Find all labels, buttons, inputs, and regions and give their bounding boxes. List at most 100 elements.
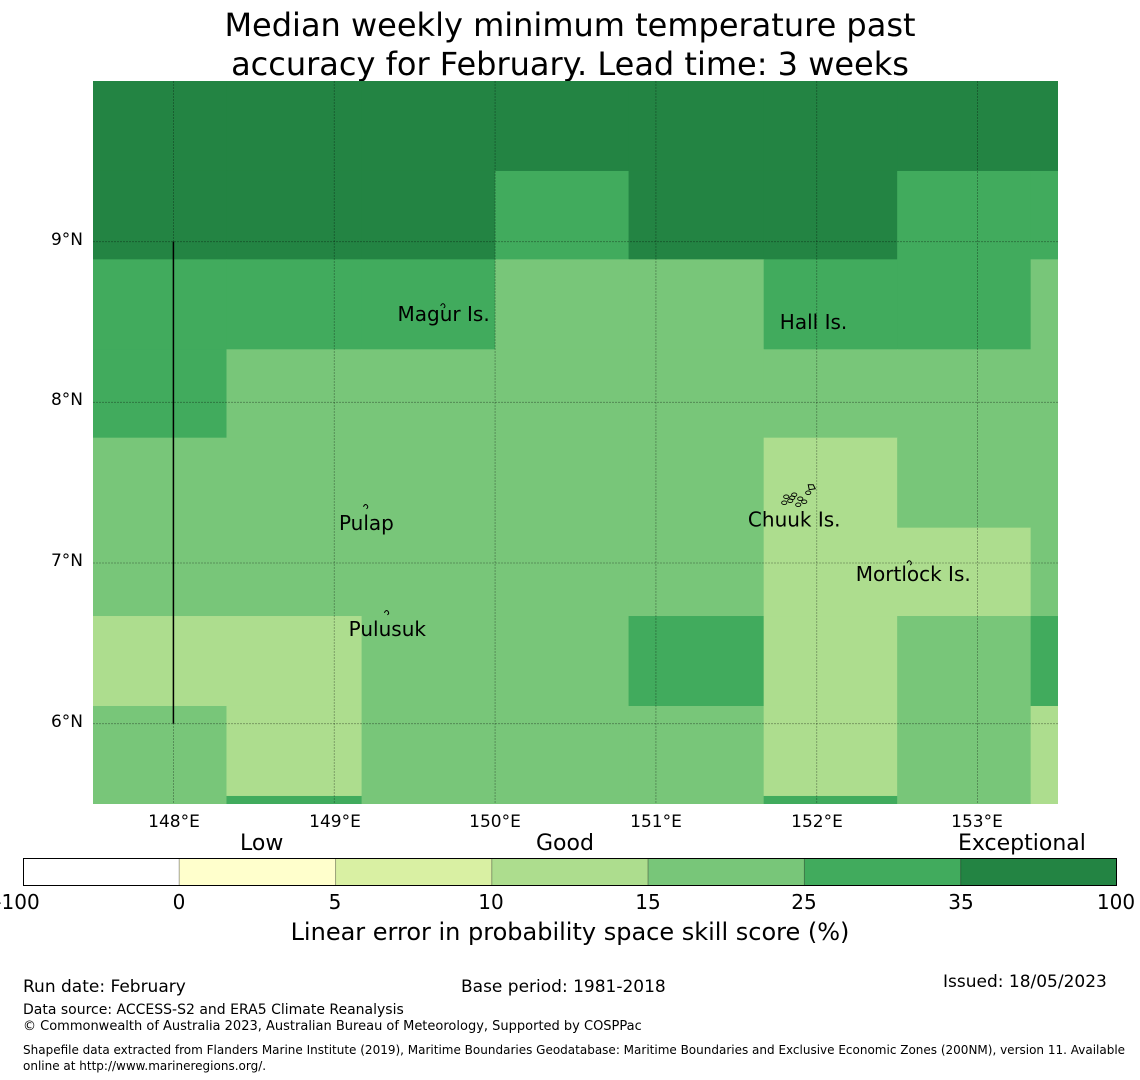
skill-cell — [93, 616, 228, 707]
skill-cell — [897, 616, 1032, 707]
skill-cell — [897, 170, 1032, 260]
colorbar-tick: 10 — [478, 890, 504, 914]
island-outline — [440, 303, 446, 309]
colorbar-tick: 100 — [1096, 890, 1136, 914]
lon-label-150e: 150°E — [469, 812, 521, 832]
colorbar-tick: 5 — [328, 890, 342, 914]
colorbar-swatch — [491, 858, 649, 886]
colorbar-swatch — [335, 858, 493, 886]
skill-cell — [93, 170, 228, 260]
island-outline — [781, 500, 788, 505]
skill-cell — [495, 170, 630, 260]
base-period: Base period: 1981-2018 — [461, 977, 666, 997]
colorbar-swatch — [178, 858, 337, 886]
island-outline — [783, 494, 790, 499]
map-panel[interactable]: Magur Is. Hall Is. Pulap Chuuk Is. Mortlock … — [93, 81, 1058, 804]
place-label: Hall Is. — [780, 310, 847, 334]
skill-cell — [361, 527, 496, 617]
lon-label-153e: 153°E — [951, 812, 1003, 832]
island-outline — [362, 504, 369, 510]
skill-cell — [93, 81, 228, 172]
skill-cell — [93, 349, 228, 439]
skill-cell — [361, 616, 496, 707]
skill-cell — [897, 795, 1032, 804]
skill-cell — [495, 616, 630, 707]
skill-cell — [495, 259, 630, 350]
skill-cell — [1030, 259, 1058, 350]
place-label: Chuuk Is. — [748, 508, 841, 532]
skill-cell — [897, 437, 1032, 529]
skill-cell — [763, 170, 898, 260]
skill-cell — [897, 527, 1032, 617]
skill-cell — [226, 81, 363, 172]
lat-label-8n: 8°N — [50, 390, 83, 410]
skill-cell — [1030, 437, 1058, 529]
skill-cell — [361, 795, 496, 804]
skill-cell — [763, 705, 898, 797]
skill-cell — [1030, 349, 1058, 439]
place-label: Magur Is. — [398, 302, 490, 326]
colorbar-tick: 35 — [948, 890, 974, 914]
island-outline — [797, 496, 804, 501]
skill-cell — [226, 795, 363, 804]
colorbar-tick: 25 — [791, 890, 817, 914]
skill-cell — [93, 527, 228, 617]
colorbar-swatch — [803, 858, 962, 886]
island-outline — [906, 560, 912, 566]
skill-cell — [628, 527, 765, 617]
skill-cell — [628, 81, 765, 172]
skill-cell — [361, 170, 496, 260]
place-label: Mortlock Is. — [856, 562, 971, 586]
skill-cell — [628, 437, 765, 529]
skill-cell — [226, 437, 363, 529]
skill-cell — [1030, 616, 1058, 707]
skill-cell — [226, 349, 363, 439]
skill-cell — [763, 527, 898, 617]
skill-cell — [1030, 795, 1058, 804]
skill-cell — [1030, 81, 1058, 172]
colorbar-swatch — [647, 858, 805, 886]
colorbar-border — [23, 858, 1117, 886]
skill-cell — [897, 705, 1032, 797]
chart-title: Median weekly minimum temperature past a… — [0, 6, 1140, 84]
skill-cell — [495, 437, 630, 529]
skill-cell — [226, 616, 363, 707]
skill-cell — [93, 795, 228, 804]
chart-title-line-1: Median weekly minimum temperature past — [224, 6, 916, 44]
skill-cell — [628, 795, 765, 804]
island-outline — [789, 495, 796, 500]
copyright: © Commonwealth of Australia 2023, Austra… — [23, 1019, 642, 1034]
shapefile-credit: Shapefile data extracted from Flanders M… — [23, 1043, 1126, 1073]
skill-cell — [763, 259, 898, 350]
skill-cell — [361, 349, 496, 439]
lon-label-149e: 149°E — [309, 812, 361, 832]
place-label: Pulap — [339, 511, 394, 535]
skill-cell — [1030, 705, 1058, 797]
colorbar-tick: 0 — [172, 890, 186, 914]
skill-cell — [763, 81, 898, 172]
skill-map: Magur Is. Hall Is. Pulap Chuuk Is. Mortlock … — [93, 81, 1058, 804]
skill-cell — [361, 705, 496, 797]
issued-date: Issued: 18/05/2023 — [943, 972, 1107, 992]
lon-label-148e: 148°E — [148, 812, 200, 832]
skill-cell — [495, 705, 630, 797]
data-source: Data source: ACCESS-S2 and ERA5 Climate … — [23, 1002, 404, 1018]
skill-cell — [763, 616, 898, 707]
skill-cell — [226, 259, 363, 350]
skill-cell — [1030, 527, 1058, 617]
legend-category-good: Good — [536, 831, 594, 856]
island-outline — [383, 610, 390, 616]
colorbar — [23, 858, 1117, 886]
skill-cell — [495, 349, 630, 439]
skill-cell — [93, 259, 228, 350]
skill-cell — [628, 170, 765, 260]
skill-cell — [495, 795, 630, 804]
skill-cell — [361, 81, 496, 172]
skill-cell — [226, 170, 363, 260]
skill-cell — [226, 705, 363, 797]
colorbar-tick: -100 — [0, 890, 40, 914]
colorbar-tick: 15 — [635, 890, 661, 914]
skill-cell — [628, 616, 765, 707]
colorbar-swatch — [960, 858, 1117, 886]
skill-cell — [226, 527, 363, 617]
